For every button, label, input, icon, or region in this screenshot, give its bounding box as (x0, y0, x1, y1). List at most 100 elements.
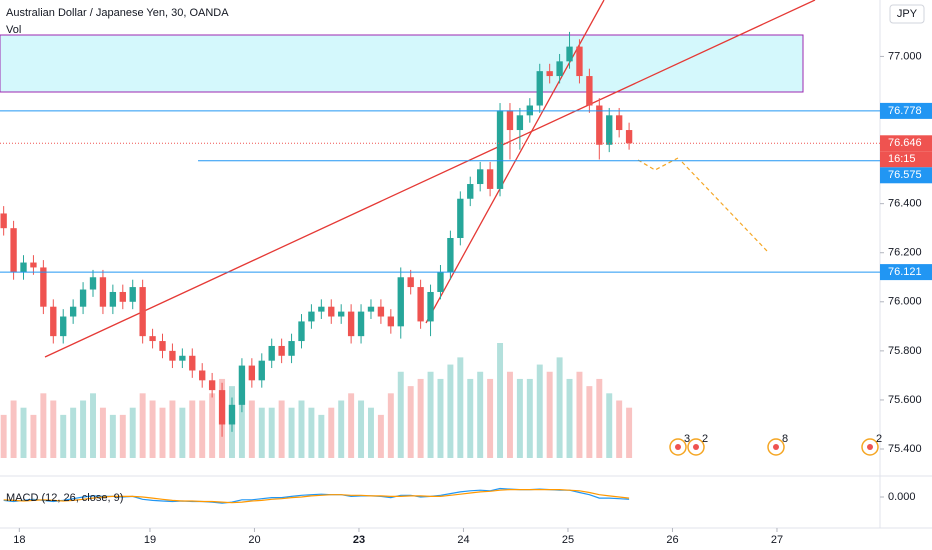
volume-bar (596, 378, 603, 458)
candle-body (298, 321, 305, 342)
volume-bar (348, 393, 355, 458)
candle-body (387, 316, 395, 327)
volume-bar (626, 407, 633, 458)
candle-body (437, 272, 444, 292)
chart-title: Australian Dollar / Japanese Yen, 30, OA… (6, 7, 229, 19)
volume-bar (477, 371, 484, 458)
volume-bar (516, 378, 523, 458)
currency-button[interactable] (889, 4, 925, 24)
volume-bar (467, 378, 474, 458)
candle-body (586, 76, 593, 106)
projection-arrow (637, 157, 679, 171)
event-dot (773, 444, 779, 450)
level-tag-bg (880, 102, 932, 119)
volume-bar (50, 400, 57, 458)
candle-body (506, 110, 514, 131)
volume-bar (20, 407, 27, 458)
volume-bar (109, 414, 116, 458)
x-tick-label: 24 (457, 534, 469, 546)
currency[interactable]: JPY (897, 8, 918, 20)
volume-bar (437, 378, 444, 458)
volume-bar (417, 378, 424, 458)
candle-body (357, 311, 365, 337)
volume-bar (487, 378, 494, 458)
candle-body (199, 370, 206, 381)
volume-bar (40, 393, 47, 458)
volume-bar (288, 407, 295, 458)
volume-bar (179, 407, 186, 458)
volume-bar (377, 414, 384, 458)
trend-line (425, 0, 605, 324)
candle-body (20, 262, 27, 273)
volume-bar (119, 414, 126, 458)
candle-body (10, 228, 17, 273)
volume-bar (526, 378, 533, 458)
candle-body (248, 365, 256, 381)
macd-label: MACD (12, 26, close, 9) (6, 492, 123, 504)
candle-body (338, 311, 345, 317)
x-tick-label: 27 (771, 534, 783, 546)
event-count: 2 (876, 433, 882, 445)
volume-bar (358, 400, 365, 458)
event-count: 8 (782, 433, 788, 445)
candle-body (179, 355, 186, 361)
volume-bar (129, 407, 136, 458)
volume-bar (159, 407, 166, 458)
candle-body (139, 287, 146, 337)
volume-bar (606, 393, 613, 458)
candle-body (556, 61, 563, 77)
volume-bar (397, 371, 404, 458)
level-tag: 76.121 (888, 266, 922, 278)
candle-body (228, 404, 236, 425)
level-tag-bg (880, 167, 932, 184)
volume-bar (248, 400, 255, 458)
volume-bar (70, 407, 77, 458)
candle-body (208, 380, 216, 391)
countdown-tag-bg (880, 151, 932, 168)
candle-body (596, 105, 603, 145)
x-tick-label: 19 (144, 534, 156, 546)
candle-body (566, 46, 573, 62)
candle-body (238, 365, 246, 405)
y-tick-label: 76.000 (888, 296, 922, 308)
level-tag: 76.575 (888, 169, 922, 181)
candle-body (40, 267, 47, 307)
y-tick-label: 77.000 (888, 50, 922, 62)
volume-bar (189, 400, 196, 458)
volume-bar (30, 414, 37, 458)
candle-body (625, 130, 633, 144)
volume-bar (566, 378, 573, 458)
candle-body (496, 110, 504, 189)
volume-bar (367, 407, 374, 458)
candle-body (347, 311, 355, 337)
volume-bar (457, 357, 464, 458)
candle-body (99, 277, 107, 307)
candle-body (427, 291, 434, 322)
y-tick-label: 75.400 (888, 443, 922, 455)
volume-bar (308, 407, 315, 458)
drawings (0, 0, 816, 358)
volume-bar (0, 414, 7, 458)
signal-line (3, 489, 630, 504)
volume-bar (298, 400, 305, 458)
level-tag: 76.778 (888, 105, 922, 117)
candle-body (169, 350, 176, 361)
trend-line (44, 0, 816, 358)
event-dot (867, 444, 873, 450)
candle-body (377, 306, 385, 317)
series (0, 31, 880, 504)
y-tick-label: 76.400 (888, 198, 922, 210)
volume-bar (278, 400, 285, 458)
candle-body (109, 291, 117, 307)
candle-body (308, 311, 315, 322)
x-tick-label: 20 (248, 534, 260, 546)
volume-bar (90, 393, 96, 458)
candle-body (50, 306, 57, 337)
volume-bar (199, 400, 206, 458)
event-count: 2 (702, 433, 708, 445)
volume-bar (616, 400, 623, 458)
y-tick-label: 75.800 (888, 345, 922, 357)
volume-bar (318, 414, 325, 458)
candle-body (457, 198, 464, 238)
